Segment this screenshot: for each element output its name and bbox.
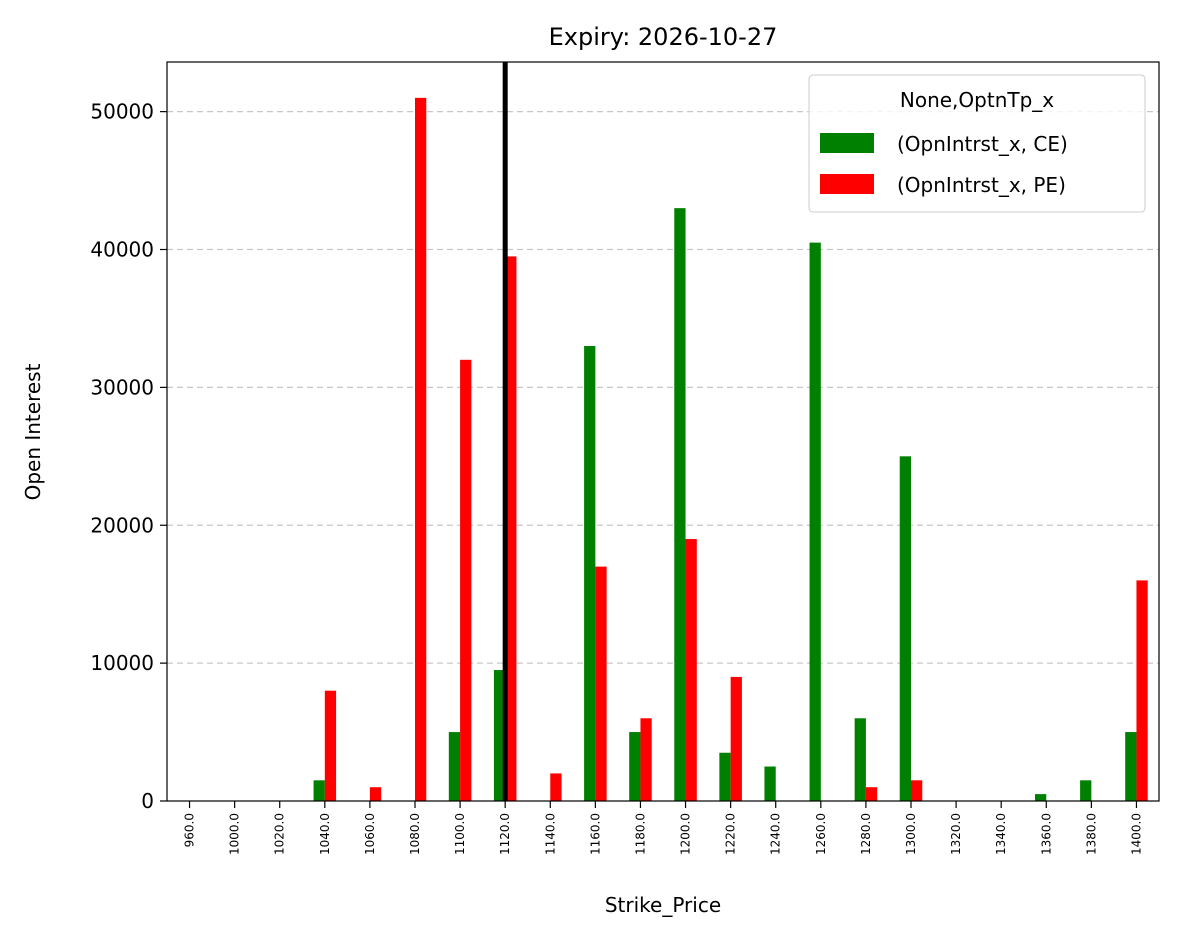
x-tick-label: 1300.0	[904, 813, 918, 855]
x-axis-label: Strike_Price	[605, 893, 721, 917]
x-tick-label: 1020.0	[273, 813, 287, 855]
y-tick-label: 10000	[90, 651, 154, 675]
bar-ce-1180.0	[629, 732, 641, 801]
y-tick-label: 40000	[90, 238, 154, 262]
bar-pe-1120.0	[505, 256, 517, 801]
bar-pe-1280.0	[865, 787, 878, 801]
x-tick-label: 1160.0	[588, 813, 602, 855]
legend-box	[808, 74, 1146, 213]
bar-pe-1180.0	[640, 718, 652, 801]
y-tick-label: 20000	[90, 513, 154, 537]
bar-ce-1160.0	[584, 346, 596, 801]
bar-pe-1200.0	[685, 539, 697, 801]
x-tick-label: 1040.0	[318, 813, 332, 855]
bar-pe-1300.0	[911, 780, 923, 801]
bar-pe-1220.0	[730, 676, 742, 801]
bar-pe-1040.0	[324, 690, 337, 801]
legend-swatch-ce	[820, 133, 874, 153]
bar-ce-1220.0	[719, 752, 731, 801]
bar-ce-1200.0	[674, 208, 686, 802]
bar-pe-1100.0	[460, 359, 472, 801]
x-axis-ticks: 960.0 1000.0 1020.0 1040.0 1060.0 1080.0 1100.…	[183, 801, 1143, 855]
x-tick-label: 1240.0	[769, 813, 783, 855]
x-tick-label: 1320.0	[949, 813, 963, 855]
x-tick-label: 1200.0	[679, 813, 693, 855]
y-gridlines	[167, 111, 1159, 664]
bar-ce-1380.0	[1080, 780, 1092, 801]
legend-label-pe: (OpnIntrst_x, PE)	[897, 173, 1066, 197]
y-tick-label: 30000	[90, 375, 154, 399]
legend-swatch-pe	[820, 174, 874, 194]
x-tick-label: 1220.0	[724, 813, 738, 855]
bar-ce-1280.0	[854, 718, 866, 801]
bar-ce-1040.0	[313, 780, 325, 801]
legend: None,OptnTp_x (OpnIntrst_x, CE) (OpnIntr…	[808, 74, 1146, 213]
x-tick-label: 1120.0	[498, 813, 512, 855]
bar-pe-1140.0	[550, 773, 562, 801]
legend-label-ce: (OpnIntrst_x, CE)	[897, 132, 1068, 156]
bar-pe-1400.0	[1136, 580, 1148, 801]
plot-area-frame	[166, 61, 1160, 802]
legend-title: None,OptnTp_x	[900, 88, 1054, 112]
x-tick-label: 1140.0	[543, 813, 557, 855]
y-axis-label: Open Interest	[21, 363, 45, 500]
y-axis-ticks: 0 10000 20000 30000 40000 50000	[90, 100, 167, 813]
bar-pe-1160.0	[595, 566, 607, 801]
bar-ce-1100.0	[448, 732, 461, 801]
x-tick-label: 1380.0	[1084, 813, 1098, 855]
bar-ce-1300.0	[899, 456, 911, 801]
bar-ce-1400.0	[1125, 732, 1137, 801]
bar-ce-1260.0	[809, 242, 821, 802]
x-tick-label: 1180.0	[633, 813, 647, 855]
x-tick-label: 1260.0	[814, 813, 828, 855]
x-tick-label: 1280.0	[859, 813, 873, 855]
bar-ce-1240.0	[764, 766, 776, 801]
bar-ce-1120.0	[493, 670, 506, 801]
x-tick-label: 1360.0	[1039, 813, 1053, 855]
bar-pe-1060.0	[369, 787, 382, 801]
x-tick-label: 1080.0	[408, 813, 422, 855]
x-tick-label: 1340.0	[994, 813, 1008, 855]
bar-ce-1360.0	[1035, 794, 1047, 801]
x-tick-label: 1000.0	[228, 813, 242, 855]
y-tick-label: 0	[141, 789, 154, 813]
chart-title: Expiry: 2026-10-27	[549, 23, 778, 51]
x-tick-label: 960.0	[183, 813, 197, 847]
x-tick-label: 1100.0	[453, 813, 467, 855]
x-tick-label: 1400.0	[1129, 813, 1143, 855]
bars	[313, 97, 1148, 802]
x-tick-label: 1060.0	[363, 813, 377, 855]
y-tick-label: 50000	[90, 100, 154, 124]
bar-pe-1080.0	[415, 97, 427, 801]
